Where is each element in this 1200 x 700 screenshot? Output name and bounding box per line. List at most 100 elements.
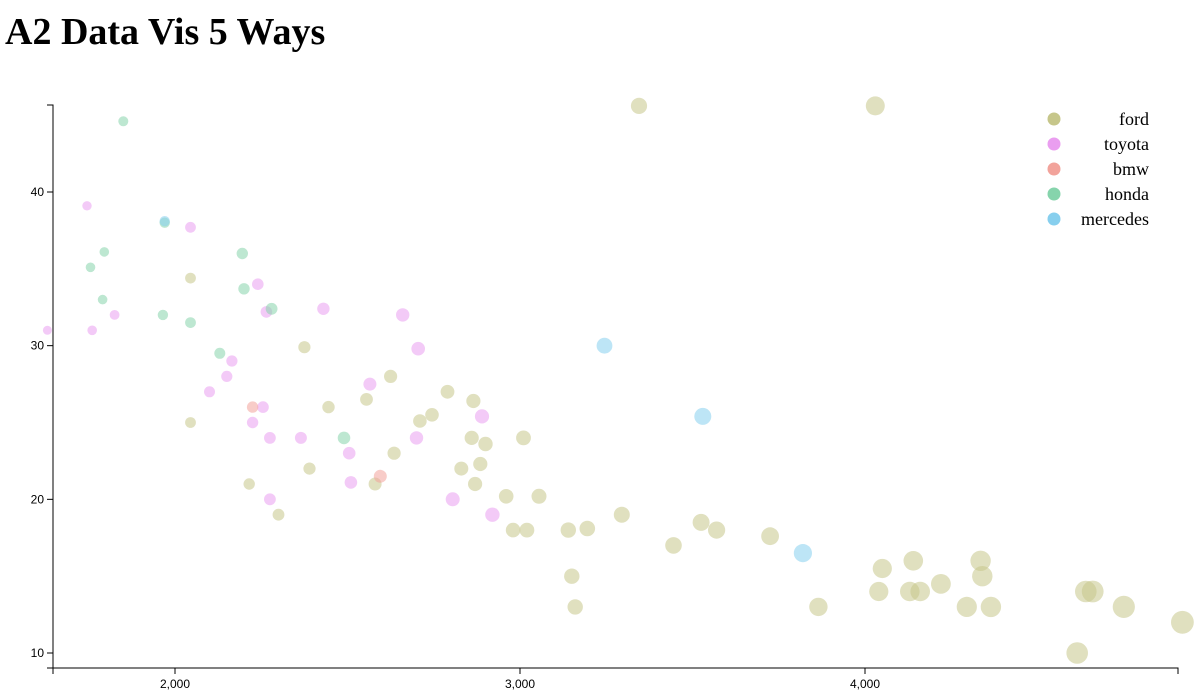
data-point-ford bbox=[185, 417, 196, 428]
x-tick-label: 2,000 bbox=[160, 677, 190, 691]
data-point-ford bbox=[956, 596, 977, 618]
data-point-ford bbox=[360, 393, 373, 406]
data-point-ford bbox=[613, 506, 630, 523]
legend-item-honda: honda bbox=[1047, 184, 1149, 204]
data-point-ford bbox=[1171, 610, 1194, 634]
y-tick-label: 40 bbox=[31, 185, 45, 199]
legend-item-mercedes: mercedes bbox=[1047, 209, 1149, 229]
legend-swatch bbox=[1047, 212, 1061, 226]
data-point-ford bbox=[761, 527, 779, 546]
data-point-ford bbox=[516, 430, 531, 446]
data-point-ford bbox=[468, 476, 483, 492]
page-title: A2 Data Vis 5 Ways bbox=[5, 11, 326, 53]
x-tick-label: 4,000 bbox=[850, 677, 880, 691]
data-point-ford bbox=[560, 522, 576, 538]
data-point-honda bbox=[118, 116, 129, 127]
legend-label: toyota bbox=[1104, 134, 1149, 154]
data-point-toyota bbox=[294, 431, 307, 444]
data-point-ford bbox=[243, 478, 255, 490]
data-point-toyota bbox=[204, 386, 215, 398]
data-point-ford bbox=[298, 341, 311, 354]
legend-item-toyota: toyota bbox=[1047, 134, 1149, 154]
legend-swatch bbox=[1047, 137, 1061, 151]
data-point-mercedes bbox=[596, 337, 613, 354]
legend-item-bmw: bmw bbox=[1047, 159, 1149, 179]
data-point-ford bbox=[440, 384, 455, 399]
data-point-honda bbox=[214, 347, 226, 359]
data-point-ford bbox=[970, 550, 991, 571]
data-point-toyota bbox=[342, 446, 356, 460]
data-point-ford bbox=[466, 393, 481, 409]
data-point-ford bbox=[303, 462, 316, 475]
data-point-toyota bbox=[264, 432, 276, 444]
data-point-honda bbox=[238, 283, 250, 295]
data-point-ford bbox=[903, 551, 924, 571]
data-point-bmw bbox=[246, 401, 259, 413]
data-point-ford bbox=[910, 581, 930, 602]
y-axis: 10 20 30 40 bbox=[31, 104, 54, 669]
data-point-ford bbox=[384, 369, 398, 383]
data-point-toyota bbox=[363, 377, 377, 391]
data-point-honda bbox=[337, 431, 351, 445]
data-point-mercedes bbox=[694, 407, 712, 425]
x-tick-label: 3,000 bbox=[505, 677, 535, 691]
data-point-toyota bbox=[485, 507, 500, 522]
legend-label: honda bbox=[1105, 184, 1149, 204]
data-point-toyota bbox=[251, 278, 264, 291]
data-point-ford bbox=[931, 574, 951, 594]
data-point-ford bbox=[413, 414, 427, 428]
data-point-ford bbox=[272, 508, 285, 521]
data-point-toyota bbox=[109, 310, 120, 320]
data-point-ford bbox=[1112, 595, 1135, 619]
data-point-ford bbox=[980, 596, 1002, 618]
data-point-toyota bbox=[396, 308, 410, 322]
data-point-toyota bbox=[264, 493, 276, 506]
data-point-toyota bbox=[411, 341, 426, 356]
data-point-ford bbox=[185, 272, 196, 284]
data-point-ford bbox=[1066, 642, 1088, 664]
y-tick-label: 30 bbox=[31, 339, 45, 353]
data-point-ford bbox=[498, 489, 514, 504]
legend-swatch bbox=[1047, 112, 1061, 126]
legend-swatch bbox=[1047, 187, 1061, 201]
data-point-toyota bbox=[344, 476, 358, 489]
data-point-bmw bbox=[373, 469, 387, 483]
data-point-toyota bbox=[445, 492, 460, 507]
data-point-ford bbox=[531, 488, 547, 504]
data-point-toyota bbox=[226, 355, 238, 367]
points-layer bbox=[42, 96, 1194, 664]
data-point-ford bbox=[692, 513, 710, 531]
data-point-honda bbox=[185, 317, 196, 328]
data-point-ford bbox=[809, 597, 828, 617]
data-point-ford bbox=[630, 97, 648, 114]
data-point-ford bbox=[1081, 580, 1104, 603]
data-point-ford bbox=[567, 599, 583, 615]
data-point-ford bbox=[519, 522, 535, 538]
legend-item-ford: ford bbox=[1047, 109, 1149, 129]
data-point-ford bbox=[564, 568, 580, 584]
legend-label: mercedes bbox=[1081, 209, 1149, 229]
data-point-ford bbox=[322, 400, 335, 414]
y-tick-label: 10 bbox=[31, 646, 45, 660]
data-point-toyota bbox=[221, 370, 233, 382]
y-axis-line bbox=[47, 104, 54, 669]
data-point-ford bbox=[473, 456, 488, 472]
data-point-toyota bbox=[82, 201, 92, 211]
data-point-ford bbox=[505, 522, 521, 538]
data-point-ford bbox=[478, 436, 493, 452]
data-point-ford bbox=[579, 520, 596, 537]
data-point-toyota bbox=[317, 302, 330, 315]
data-point-mercedes bbox=[159, 216, 170, 227]
data-point-ford bbox=[708, 521, 726, 539]
data-point-ford bbox=[464, 430, 479, 445]
legend-swatch bbox=[1047, 162, 1061, 176]
data-point-honda bbox=[85, 262, 96, 273]
data-point-ford bbox=[972, 566, 993, 587]
x-axis-line bbox=[52, 667, 1179, 674]
data-point-ford bbox=[387, 446, 401, 460]
data-point-honda bbox=[157, 309, 169, 321]
data-point-honda bbox=[236, 247, 248, 260]
data-point-toyota bbox=[185, 221, 196, 233]
data-point-ford bbox=[872, 558, 892, 579]
data-point-honda bbox=[99, 247, 110, 257]
